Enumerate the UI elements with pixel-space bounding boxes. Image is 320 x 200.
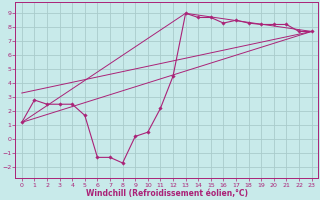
X-axis label: Windchill (Refroidissement éolien,°C): Windchill (Refroidissement éolien,°C) <box>86 189 248 198</box>
